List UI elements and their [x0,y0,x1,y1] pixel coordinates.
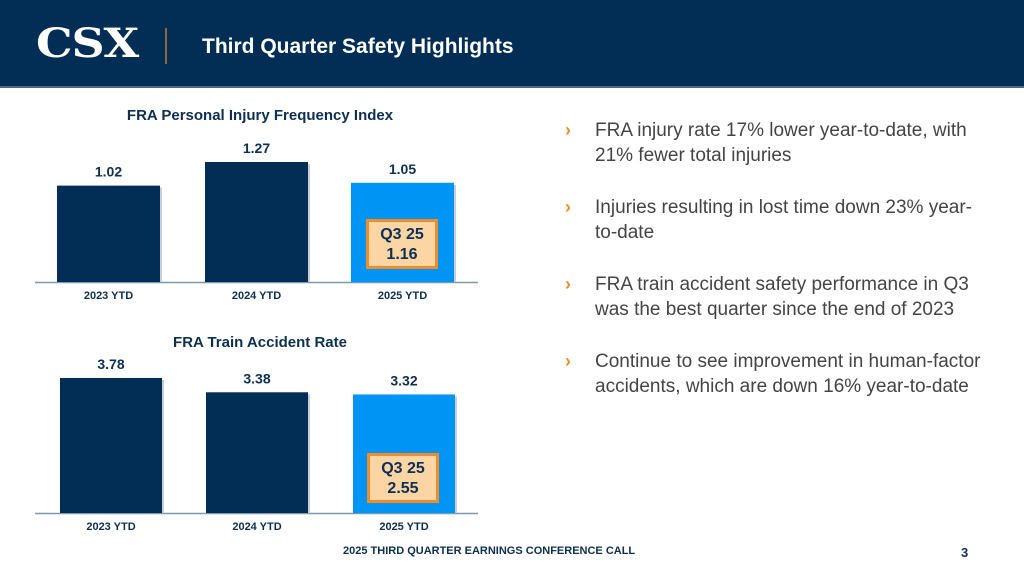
bar-value-label: 3.38 [243,370,270,386]
callout-value: 1.16 [386,246,418,263]
category-label: 2023 YTD [86,521,135,533]
bullet-text: Injuries resulting in lost time down 23%… [595,197,973,243]
bullet-text: Continue to see improvement in human-fac… [595,351,981,397]
bullet-item: › FRA train accident safety performance … [565,272,985,322]
category-label: 2024 YTD [232,290,281,302]
chevron-right-icon: › [565,274,571,294]
header-bar: CSX Third Quarter Safety Highlights [0,0,1024,88]
bullet-item: › Continue to see improvement in human-f… [565,349,985,399]
chevron-right-icon: › [565,351,571,371]
csx-logo: CSX [36,20,139,67]
chart-title-injury: FRA Personal Injury Frequency Index [126,107,394,124]
bar-2024-ytd [205,162,308,282]
bullet-item: › Injuries resulting in lost time down 2… [565,195,985,245]
callout-label: Q3 25 [380,226,424,243]
bar-value-label: 1.05 [389,161,416,177]
chart-title-accident: FRA Train Accident Rate [173,334,347,351]
chevron-right-icon: › [565,197,571,217]
bar-value-label: 3.32 [390,372,417,388]
bar-2023-ytd [60,378,162,513]
chevron-right-icon: › [565,120,571,140]
bar-value-label: 1.02 [95,164,122,180]
q3-callout-injury: Q3 25 1.16 [366,219,438,269]
category-label: 2025 YTD [378,290,427,302]
category-label: 2024 YTD [232,521,281,533]
bullet-item: › FRA injury rate 17% lower year-to-date… [565,118,985,168]
category-label: 2023 YTD [84,290,133,302]
slide-title: Third Quarter Safety Highlights [202,35,514,58]
bar-2023-ytd [57,185,160,282]
bar-2024-ytd [206,392,308,513]
bullet-list: › FRA injury rate 17% lower year-to-date… [565,118,985,426]
callout-value: 2.55 [387,480,419,497]
bullet-text: FRA injury rate 17% lower year-to-date, … [595,120,967,166]
page-number: 3 [961,545,969,560]
bar-value-label: 1.27 [243,140,270,156]
footer-text: 2025 THIRD QUARTER EARNINGS CONFERENCE C… [343,545,636,557]
bar-value-label: 3.78 [97,356,124,372]
header-divider [165,28,167,64]
category-label: 2025 YTD [379,521,428,533]
callout-label: Q3 25 [381,460,425,477]
bullet-text: FRA train accident safety performance in… [595,274,969,320]
q3-callout-accident: Q3 25 2.55 [367,453,439,503]
